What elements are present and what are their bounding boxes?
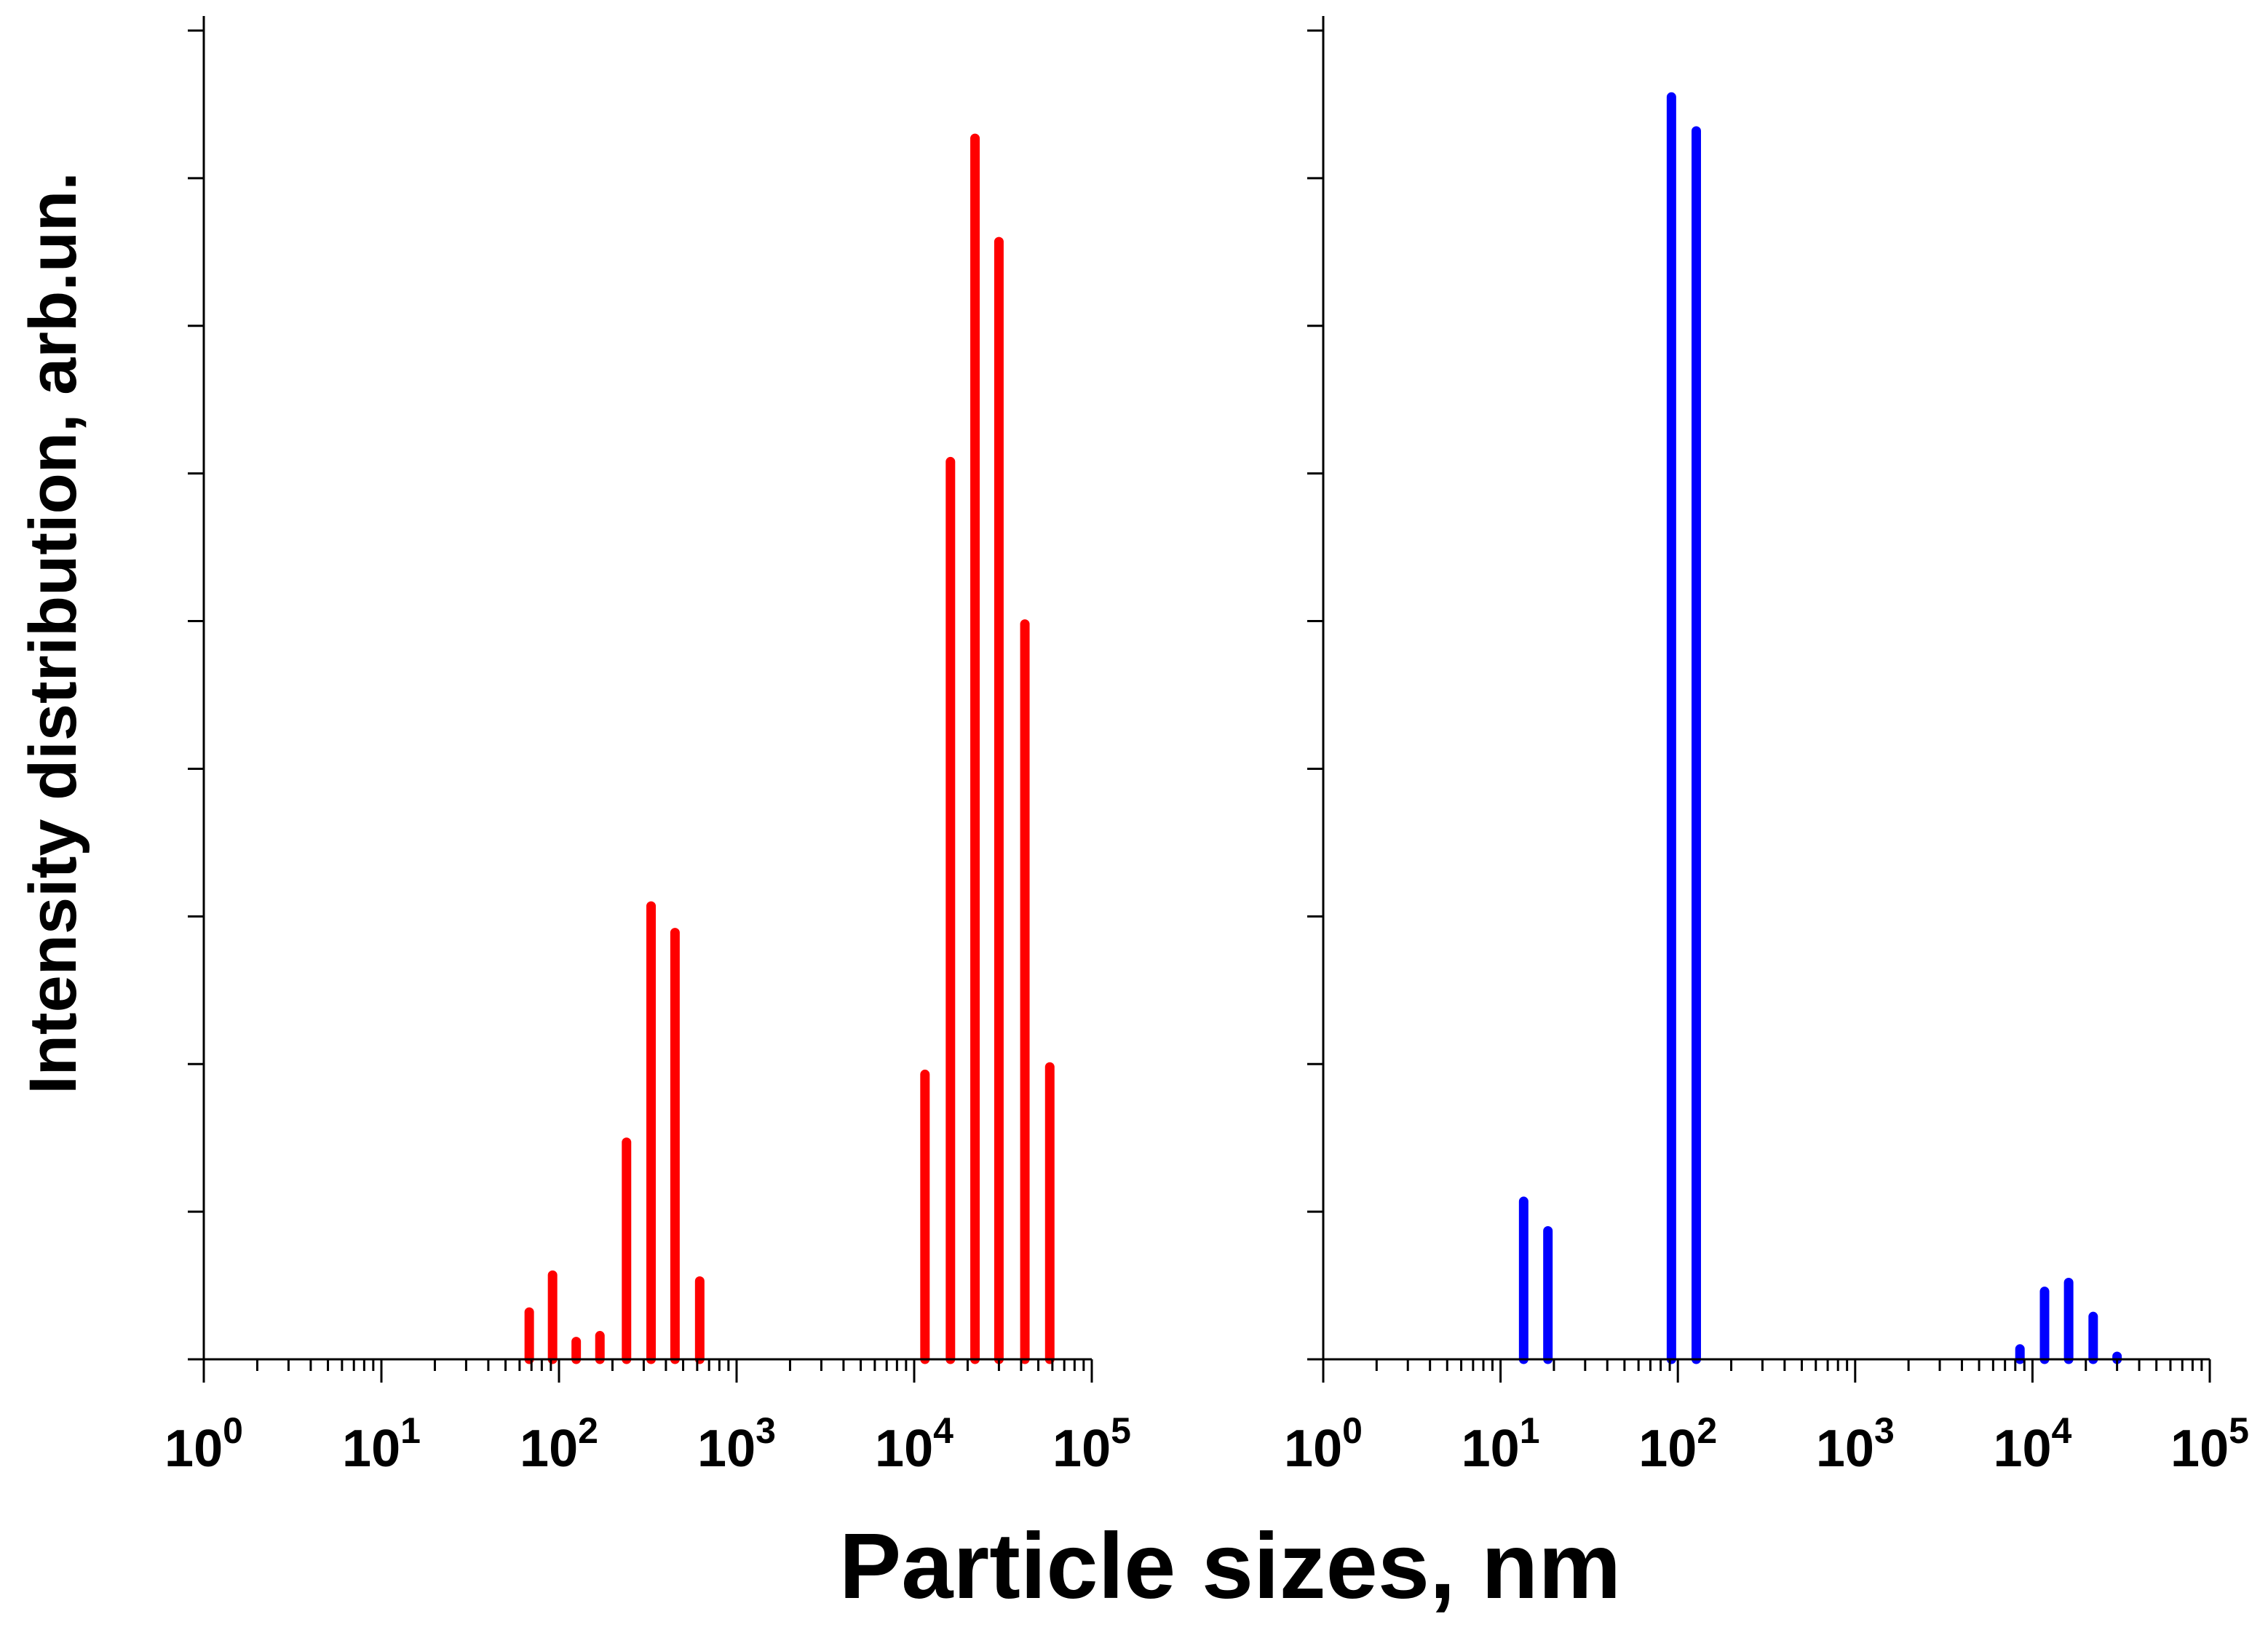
right-x-tick-label-2: 102 — [1638, 1410, 1717, 1478]
right-x-tick-label-exp-3: 3 — [1874, 1410, 1895, 1451]
right-x-tick-label-exp-5: 5 — [2229, 1410, 2249, 1451]
right-x-tick-label-base-1: 10 — [1462, 1420, 1520, 1478]
left-x-tick-label-exp-0: 0 — [223, 1410, 243, 1451]
left-x-tick-label-exp-1: 1 — [400, 1410, 421, 1451]
left-x-tick-label-base-1: 10 — [342, 1420, 400, 1478]
left-x-tick-label-5: 105 — [1052, 1410, 1131, 1478]
right-x-tick-label-exp-2: 2 — [1697, 1410, 1717, 1451]
right-x-tick-label-base-0: 10 — [1284, 1420, 1342, 1478]
left-x-tick-label-1: 101 — [342, 1410, 421, 1478]
left-x-tick-label-base-3: 10 — [697, 1420, 756, 1478]
left-panel: 100 101 102 103 104 105 — [164, 16, 1131, 1478]
right-x-tick-label-exp-1: 1 — [1520, 1410, 1540, 1451]
left-x-tick-label-base-5: 10 — [1052, 1420, 1111, 1478]
left-x-tick-label-base-4: 10 — [875, 1420, 933, 1478]
right-axes — [1307, 16, 2211, 1383]
right-x-tick-label-0: 100 — [1284, 1410, 1363, 1478]
left-x-tick-label-exp-5: 5 — [1111, 1410, 1131, 1451]
right-x-tick-label-1: 101 — [1462, 1410, 1540, 1478]
right-bars — [1518, 92, 2122, 1364]
y-axis-title: Intensity distribution, arb.un. — [16, 172, 90, 1094]
x-axis-title: Particle sizes, nm — [839, 1514, 1621, 1618]
left-x-tick-label-3: 103 — [697, 1410, 776, 1478]
right-x-tick-labels: 100 101 102 103 104 105 — [1284, 1410, 2249, 1478]
right-x-tick-label-exp-0: 0 — [1342, 1410, 1363, 1451]
left-x-tick-label-exp-3: 3 — [756, 1410, 776, 1451]
right-x-tick-label-base-5: 10 — [2170, 1420, 2229, 1478]
right-x-tick-label-base-3: 10 — [1816, 1420, 1874, 1478]
left-x-tick-label-0: 100 — [164, 1410, 243, 1478]
left-axes — [188, 16, 1093, 1383]
left-x-tick-labels: 100 101 102 103 104 105 — [164, 1410, 1131, 1478]
left-x-tick-label-4: 104 — [875, 1410, 953, 1478]
left-x-tick-label-exp-4: 4 — [933, 1410, 953, 1451]
right-x-tick-label-5: 105 — [2170, 1410, 2249, 1478]
left-x-tick-label-2: 102 — [520, 1410, 598, 1478]
right-x-tick-label-4: 104 — [1993, 1410, 2071, 1478]
left-x-tick-label-base-0: 10 — [164, 1420, 223, 1478]
right-x-tick-label-base-2: 10 — [1638, 1420, 1697, 1478]
right-x-tick-label-base-4: 10 — [1993, 1420, 2051, 1478]
left-x-tick-label-base-2: 10 — [520, 1420, 578, 1478]
right-panel: 100 101 102 103 104 105 — [1284, 16, 2249, 1478]
right-x-tick-label-exp-4: 4 — [2052, 1410, 2072, 1451]
left-x-tick-label-exp-2: 2 — [578, 1410, 598, 1451]
right-x-tick-label-3: 103 — [1816, 1410, 1895, 1478]
left-bars — [524, 133, 1055, 1364]
